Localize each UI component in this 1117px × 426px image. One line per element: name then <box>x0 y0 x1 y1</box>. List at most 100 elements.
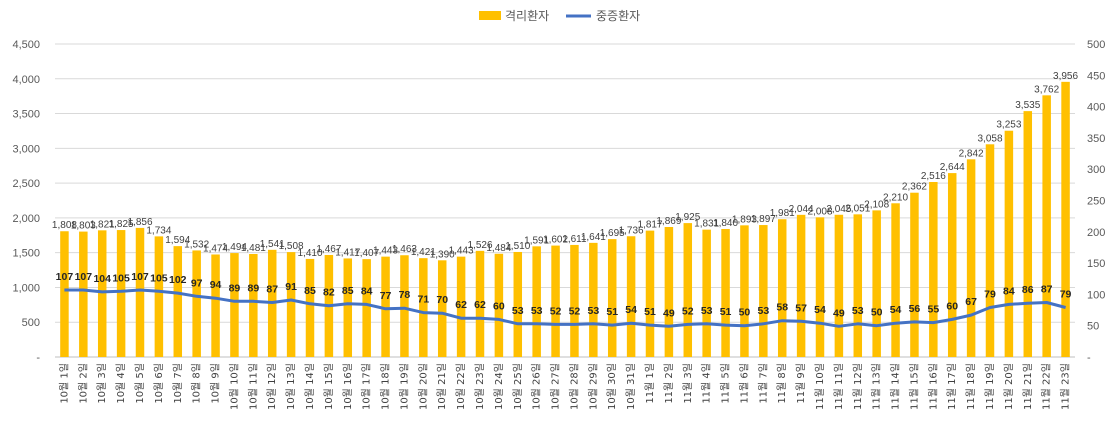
line-data-label: 55 <box>927 304 939 316</box>
bar <box>891 203 900 357</box>
y-left-tick-label: 500 <box>22 317 40 329</box>
y-right-tick-label: 200 <box>1087 227 1105 239</box>
bar <box>513 251 523 357</box>
bar-data-label: 1,532 <box>184 239 209 250</box>
line-data-label: 62 <box>474 299 486 311</box>
x-tick-label: 11월 9일 <box>795 363 807 404</box>
bar-data-label: 2,008 <box>807 206 832 217</box>
x-tick-label: 10월 23일 <box>474 363 486 410</box>
line-data-label: 91 <box>285 281 297 293</box>
bar <box>1004 130 1014 357</box>
line-data-label: 53 <box>701 305 713 317</box>
line-data-label: 84 <box>361 285 373 297</box>
x-tick-label: 11월 15일 <box>908 363 920 410</box>
bar <box>947 173 957 357</box>
line-data-label: 107 <box>75 271 93 283</box>
bar <box>192 250 201 357</box>
bar <box>551 245 560 357</box>
bar-data-label: 2,362 <box>902 182 927 193</box>
y-left-tick-label: 3,000 <box>12 143 40 155</box>
line-data-label: 71 <box>417 294 429 306</box>
line-data-label: 52 <box>569 305 581 317</box>
bar-data-label: 1,825 <box>109 219 134 230</box>
line-data-label: 77 <box>380 290 392 302</box>
bar-data-labels: 1,8081,8031,8211,8251,8561,7341,5941,532… <box>52 71 1079 260</box>
bar <box>456 256 466 357</box>
bar-data-label: 2,044 <box>789 204 814 215</box>
bar-data-label: 1,594 <box>165 235 190 246</box>
bar-data-label: 1,463 <box>392 244 417 255</box>
line-data-label: 57 <box>795 302 807 314</box>
bar-data-label: 3,956 <box>1053 71 1078 82</box>
bar <box>796 214 806 357</box>
x-tick-label: 10월 12일 <box>266 363 278 410</box>
bar-data-label: 1,641 <box>581 232 606 243</box>
x-tick-label: 10월 21일 <box>436 363 448 410</box>
bar <box>702 229 711 357</box>
x-tick-label: 11월 16일 <box>927 363 939 410</box>
x-tick-label: 10월 10일 <box>228 363 240 410</box>
bar-data-label: 1,474 <box>203 243 228 254</box>
x-tick-label: 10월 11일 <box>247 363 259 410</box>
y-left-tick-label: 3,500 <box>12 109 40 121</box>
bar <box>154 236 164 357</box>
y-left-tick-label: 2,500 <box>12 178 40 190</box>
bar <box>910 192 919 357</box>
bar-data-label: 3,253 <box>996 120 1021 131</box>
x-tick-label: 10월 14일 <box>304 363 316 410</box>
x-tick-label: 11월 13일 <box>871 363 883 410</box>
bar-data-label: 3,762 <box>1034 84 1059 95</box>
bar <box>249 253 258 357</box>
bar <box>777 219 787 357</box>
line-data-label: 85 <box>342 285 354 297</box>
bar-data-label: 1,734 <box>146 225 171 236</box>
x-tick-label: 11월 20일 <box>1003 363 1015 410</box>
x-tick-label: 10월 20일 <box>417 363 429 410</box>
x-tick-label: 10월 18일 <box>380 363 392 410</box>
x-tick-label: 11월 5일 <box>720 363 732 404</box>
line-data-label: 58 <box>776 302 788 314</box>
line-data-label: 107 <box>56 271 74 283</box>
x-tick-label: 11월 7일 <box>757 363 769 404</box>
x-tick-label: 11월 17일 <box>946 363 958 410</box>
x-tick-label: 11월 12일 <box>852 363 864 410</box>
line-data-label: 60 <box>946 300 958 312</box>
x-tick-label: 10월 28일 <box>568 363 580 410</box>
y-left-tick-label: 1,000 <box>12 282 40 294</box>
legend-label-bar: 격리환자 <box>505 9 549 23</box>
x-tick-label: 11월 10일 <box>814 363 826 410</box>
bar <box>532 246 541 357</box>
line-data-label: 50 <box>739 307 751 319</box>
y-right-tick-label: 400 <box>1087 102 1105 114</box>
x-tick-label: 11월 3일 <box>682 363 694 404</box>
y-right-tick-label: 50 <box>1087 321 1099 333</box>
line-data-label: 105 <box>112 272 130 284</box>
line-data-label: 53 <box>531 305 543 317</box>
y-right-tick-label: - <box>1087 352 1091 364</box>
line-data-label: 51 <box>644 306 656 318</box>
bar-data-label: 1,494 <box>222 242 247 253</box>
bar <box>60 231 69 357</box>
line-data-label: 52 <box>682 305 694 317</box>
bar-data-label: 2,842 <box>959 148 984 159</box>
line-data-label: 50 <box>871 307 883 319</box>
bar-data-label: 1,421 <box>411 247 436 258</box>
line-data-label: 56 <box>909 303 921 315</box>
bar <box>1023 111 1033 357</box>
line-data-label: 84 <box>1003 285 1015 297</box>
bar <box>626 236 636 357</box>
bar-data-label: 1,817 <box>637 220 662 231</box>
bar <box>79 231 88 357</box>
bar <box>966 159 976 357</box>
bar-data-label: 1,856 <box>127 217 152 228</box>
bar-data-label: 1,508 <box>279 241 304 252</box>
x-tick-label: 11월 21일 <box>1022 363 1034 410</box>
bar-data-label: 1,510 <box>505 241 530 252</box>
bar-data-label: 1,526 <box>467 240 492 251</box>
bar <box>437 260 447 357</box>
y-right-tick-label: 300 <box>1087 164 1105 176</box>
x-tick-label: 11월 11일 <box>833 363 845 410</box>
bar <box>230 253 239 357</box>
legend: 격리환자 중증환자 <box>479 9 640 23</box>
